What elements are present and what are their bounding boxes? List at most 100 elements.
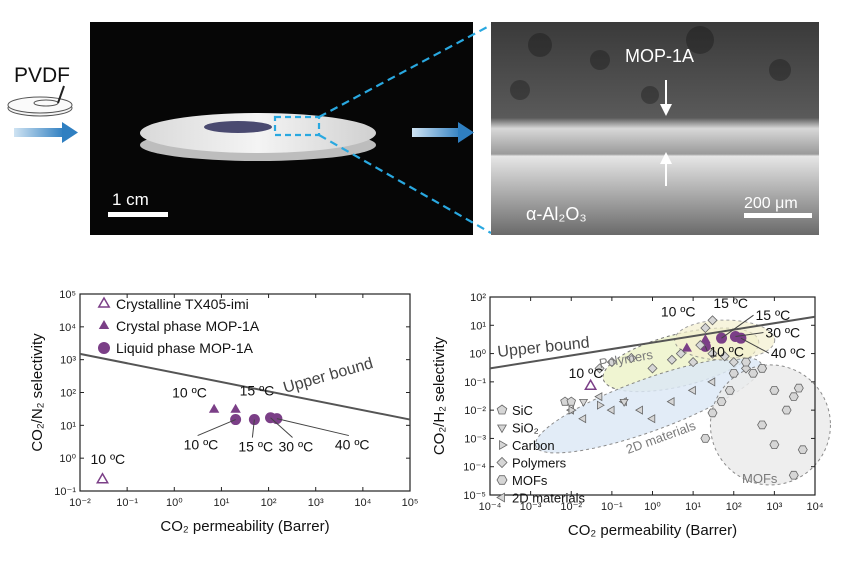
mop-film-label: MOP-1A	[625, 46, 694, 66]
chart2-legend-marker	[496, 456, 508, 469]
charts: 10⁻² 10⁻¹ 10⁰ 10¹ 10² 10³ 10⁴ 10⁵10⁻¹10⁰10¹10²1…	[29, 289, 831, 539]
chart2-point-hexagon	[757, 420, 768, 430]
chart2-y-tick-label: 10⁰	[469, 349, 486, 361]
chart2-legend-marker	[496, 492, 505, 503]
chart2-point-label: 15 ºC	[713, 295, 748, 311]
chart2-legend-label: 2D materials	[512, 491, 585, 506]
chart2-point-hexagon	[707, 408, 718, 418]
chart2-leader-line	[721, 314, 754, 339]
chart2-point-diamond	[626, 352, 637, 364]
chart1-x-tick-label: 10¹	[213, 497, 229, 509]
chart1-y-tick-label: 10⁻¹	[54, 486, 76, 498]
chart2-upper-bound-label: Upper bound	[497, 334, 591, 361]
chart2-point-diamond	[695, 340, 706, 351]
scale-bar-left	[108, 212, 168, 217]
chart2-point-hexagon	[716, 397, 727, 406]
chart2-point-diamond	[700, 322, 711, 334]
chart2-point-hexagon	[769, 440, 780, 450]
chart1-legend-label: Crystalline TX405-imi	[116, 296, 249, 312]
chart1-point-triangle	[230, 403, 241, 413]
chart1-point-label: 15 ºC	[240, 383, 275, 399]
chart2-x-tick-label: 10¹	[685, 501, 701, 513]
chart2-point-hexagon	[797, 445, 808, 455]
substrate-label: α-Al₂O₃	[526, 204, 587, 224]
chart2-point-hexagon	[724, 386, 735, 395]
chart2-point-triangle-left	[578, 414, 587, 424]
chart2-y-tick-label: 10⁻¹	[464, 377, 486, 389]
chart2-legend-label: SiO₂	[512, 421, 539, 436]
chart2-point-label: 15 ºC	[756, 307, 791, 323]
chart1-x-tick-label: 10²	[261, 497, 277, 509]
chart2-legend-marker	[497, 424, 507, 434]
chart2-y-tick-label: 10⁻³	[464, 433, 486, 445]
chart1-x-tick-label: 10⁴	[354, 497, 371, 509]
chart2-point-triangle-right	[568, 405, 577, 415]
chart2-point-diamond	[707, 348, 718, 359]
chart2-y-tick-label: 10¹	[470, 320, 486, 332]
chart1-y-tick-label: 10³	[60, 355, 76, 367]
chart1-point-label: 10 ºC	[172, 385, 207, 401]
chart2-point-circle	[735, 332, 747, 344]
chart2-point-triangle	[681, 342, 692, 352]
chart2-upper-bound-line	[489, 315, 816, 370]
chart1-x-tick-label: 10⁵	[402, 497, 419, 509]
chart2-point-diamond	[647, 363, 658, 374]
chart1-point-label: 40 ºC	[335, 437, 370, 453]
chart2-point-triangle-left	[635, 405, 643, 415]
chart1-x-tick-label: 10⁻¹	[116, 497, 138, 509]
chart2-leader-line	[735, 332, 764, 338]
chart2-point-hexagon	[728, 369, 739, 378]
chart2-point-triangle	[700, 334, 711, 344]
chart1-y-axis-label: CO₂/N₂ selectivity	[29, 333, 46, 452]
chart1-legend-marker	[98, 342, 110, 354]
chart2-point-hexagon	[788, 392, 799, 401]
chart2-point-hexagon	[748, 369, 759, 378]
chart2-point-pentagon	[566, 396, 576, 406]
chart1-legend-marker	[98, 320, 110, 329]
scale-bar-right	[744, 213, 812, 218]
arrow-down-icon	[660, 80, 672, 116]
chart2-point-label: 10 ºC	[709, 343, 744, 359]
chart2-region-mofs	[709, 364, 831, 486]
chart2-x-tick-label: 10⁴	[807, 501, 824, 513]
sem-image	[491, 22, 819, 235]
chart1-x-tick-label: 10³	[308, 497, 324, 509]
chart2-point-triangle-left	[594, 392, 603, 402]
chart2-point-label: 30 ºC	[765, 325, 800, 341]
chart2-point-diamond	[606, 357, 617, 368]
arrow-up-icon	[660, 152, 672, 186]
chart2-point-triangle-open	[584, 378, 598, 390]
membrane-disk	[140, 113, 376, 161]
chart2-point-hexagon	[741, 357, 751, 367]
chart2-x-tick-label: 10⁻¹	[601, 501, 623, 513]
chart2-y-tick-label: 10²	[470, 292, 486, 304]
chart2-point-triangle-right	[597, 400, 605, 410]
chart2-point-hexagon	[769, 386, 780, 395]
chart2-point-label: 10 ºC	[661, 304, 696, 320]
pvdf-label: PVDF	[14, 64, 70, 87]
chart2-point-triangle-left	[606, 405, 615, 415]
chart2-point-diamond	[719, 351, 730, 362]
arrow-left-icon	[14, 122, 78, 143]
chart1-upper-bound-label: Upper bound	[281, 355, 375, 397]
chart2-point-triangle-down	[578, 398, 589, 407]
chart2-point-diamond	[594, 363, 605, 374]
chart2-legend-marker	[496, 475, 508, 485]
chart1-x-tick-label: 10⁻²	[69, 497, 91, 509]
chart2-point-diamond	[707, 315, 718, 326]
chart2-point-triangle-left	[687, 385, 696, 395]
chart2-x-tick-label: 10³	[766, 501, 782, 513]
chart2-point-hexagon	[781, 405, 792, 415]
scale-bar-right-label: 200 μm	[744, 195, 798, 212]
chart2-point-diamond	[666, 354, 677, 365]
chart1-legend-label: Crystal phase MOP-1A	[116, 318, 260, 334]
chart1-point-label: 10 ºC	[184, 437, 219, 453]
chart1-y-tick-label: 10²	[60, 388, 76, 400]
chart2-legend-label: MOFs	[512, 473, 548, 488]
zoom-box	[273, 115, 321, 137]
chart1-point-label: 15 ºC	[238, 439, 273, 455]
chart2-leader-line	[704, 346, 708, 352]
chart2-point-diamond	[688, 357, 699, 368]
chart2-point-diamond	[675, 348, 686, 359]
chart2-region-label: MOFs	[742, 471, 778, 486]
